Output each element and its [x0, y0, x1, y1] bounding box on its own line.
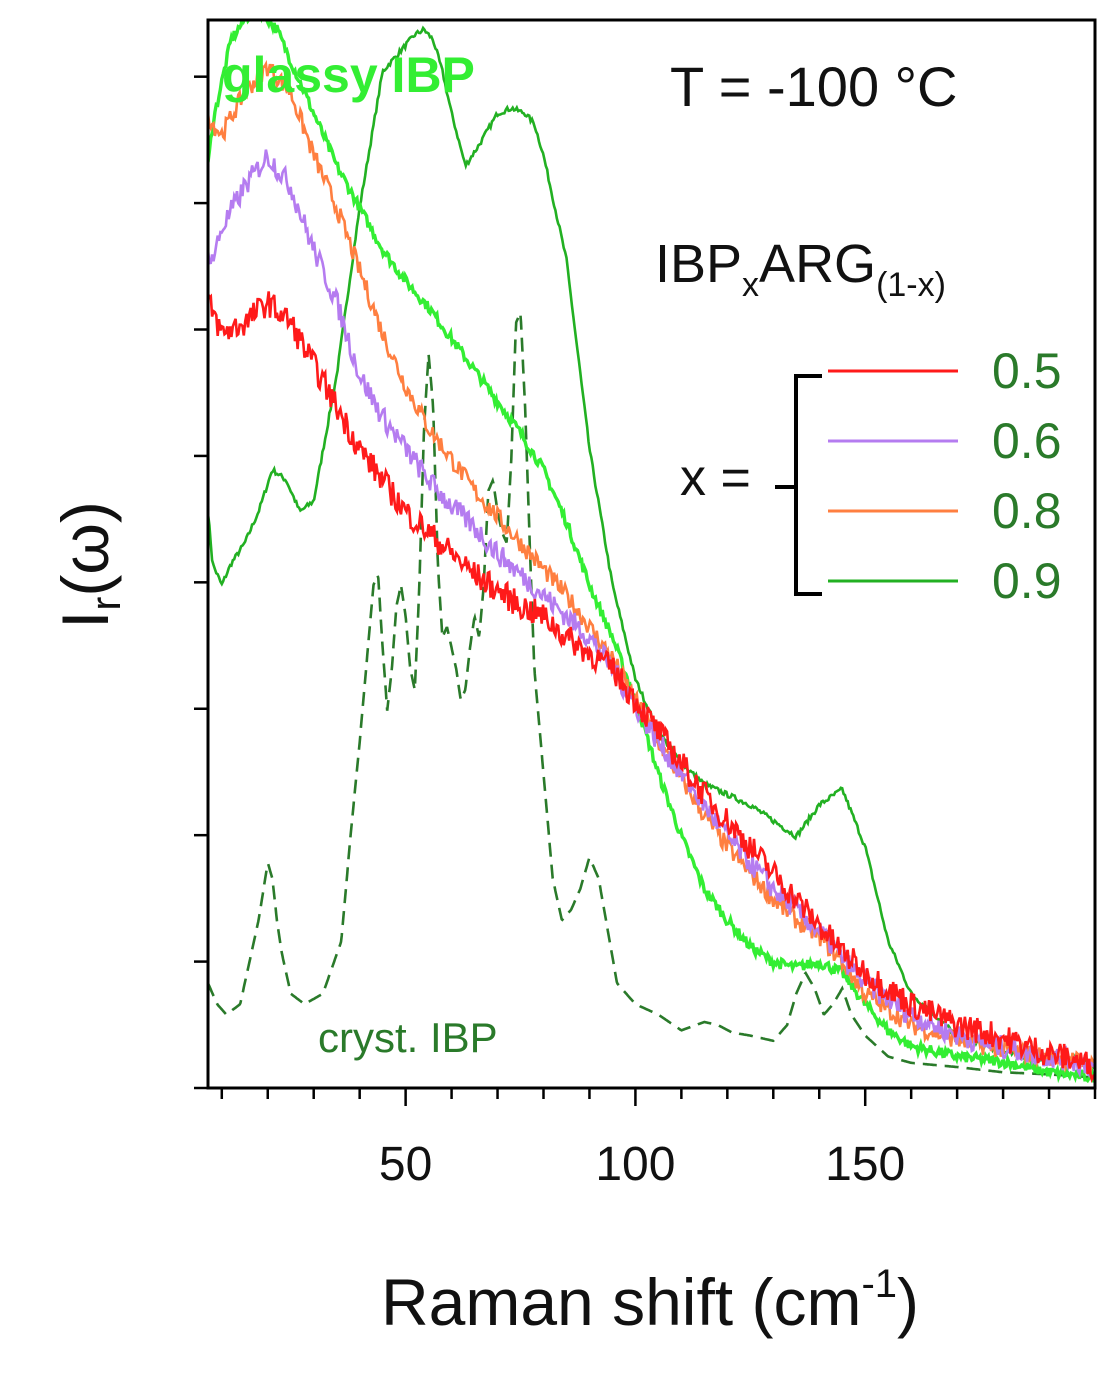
legend-label-3: 0.9 — [992, 553, 1062, 609]
x-tick-label-50: 50 — [379, 1138, 432, 1191]
series-line-cryst-ibp — [208, 312, 1095, 1079]
series-line-0-6 — [208, 149, 1095, 1078]
x-tick-label-150: 150 — [825, 1138, 905, 1191]
y-title-main: I — [48, 611, 122, 629]
legend-label-0: 0.5 — [992, 343, 1062, 399]
legend-label-2: 0.8 — [992, 483, 1062, 539]
x-title-main: Raman shift (cm — [381, 1265, 861, 1339]
series-line-0-5 — [208, 291, 1095, 1084]
x-title-sup: -1 — [861, 1262, 897, 1306]
ticks-layer: 50 100 150 — [194, 75, 1097, 1191]
x-axis-title: Raman shift (cm-1) — [381, 1262, 919, 1339]
series-layer — [208, 20, 1095, 1084]
y-title-sub: r — [82, 597, 129, 611]
annotation-cryst-ibp: cryst. IBP — [318, 1014, 498, 1061]
formula-main: IBP — [655, 234, 742, 294]
series-line-0-9 — [208, 20, 1095, 1084]
formula-label: IBPxARG(1-x) — [655, 234, 946, 304]
x-tick-label-100: 100 — [595, 1138, 675, 1191]
chart-title: T = -100 °C — [670, 55, 958, 118]
legend: 0.5 0.6 0.8 0.9 — [828, 343, 1062, 609]
x-equals-label: x = — [680, 449, 751, 507]
series-line-glassy-ibp — [208, 25, 1095, 1070]
y-title-rest: (ω) — [48, 501, 122, 597]
y-axis-title: Ir(ω) — [48, 501, 129, 629]
formula-mid: ARG — [759, 234, 876, 294]
series-line-0-8 — [208, 59, 1095, 1075]
annotation-glassy-ibp: glassy IBP — [222, 47, 475, 103]
x-title-end: ) — [897, 1265, 919, 1339]
legend-bracket — [775, 374, 822, 596]
legend-label-1: 0.6 — [992, 413, 1062, 469]
formula-sub2: (1-x) — [876, 266, 946, 304]
plot-frame — [206, 18, 1097, 1090]
formula-sub1: x — [742, 266, 759, 304]
